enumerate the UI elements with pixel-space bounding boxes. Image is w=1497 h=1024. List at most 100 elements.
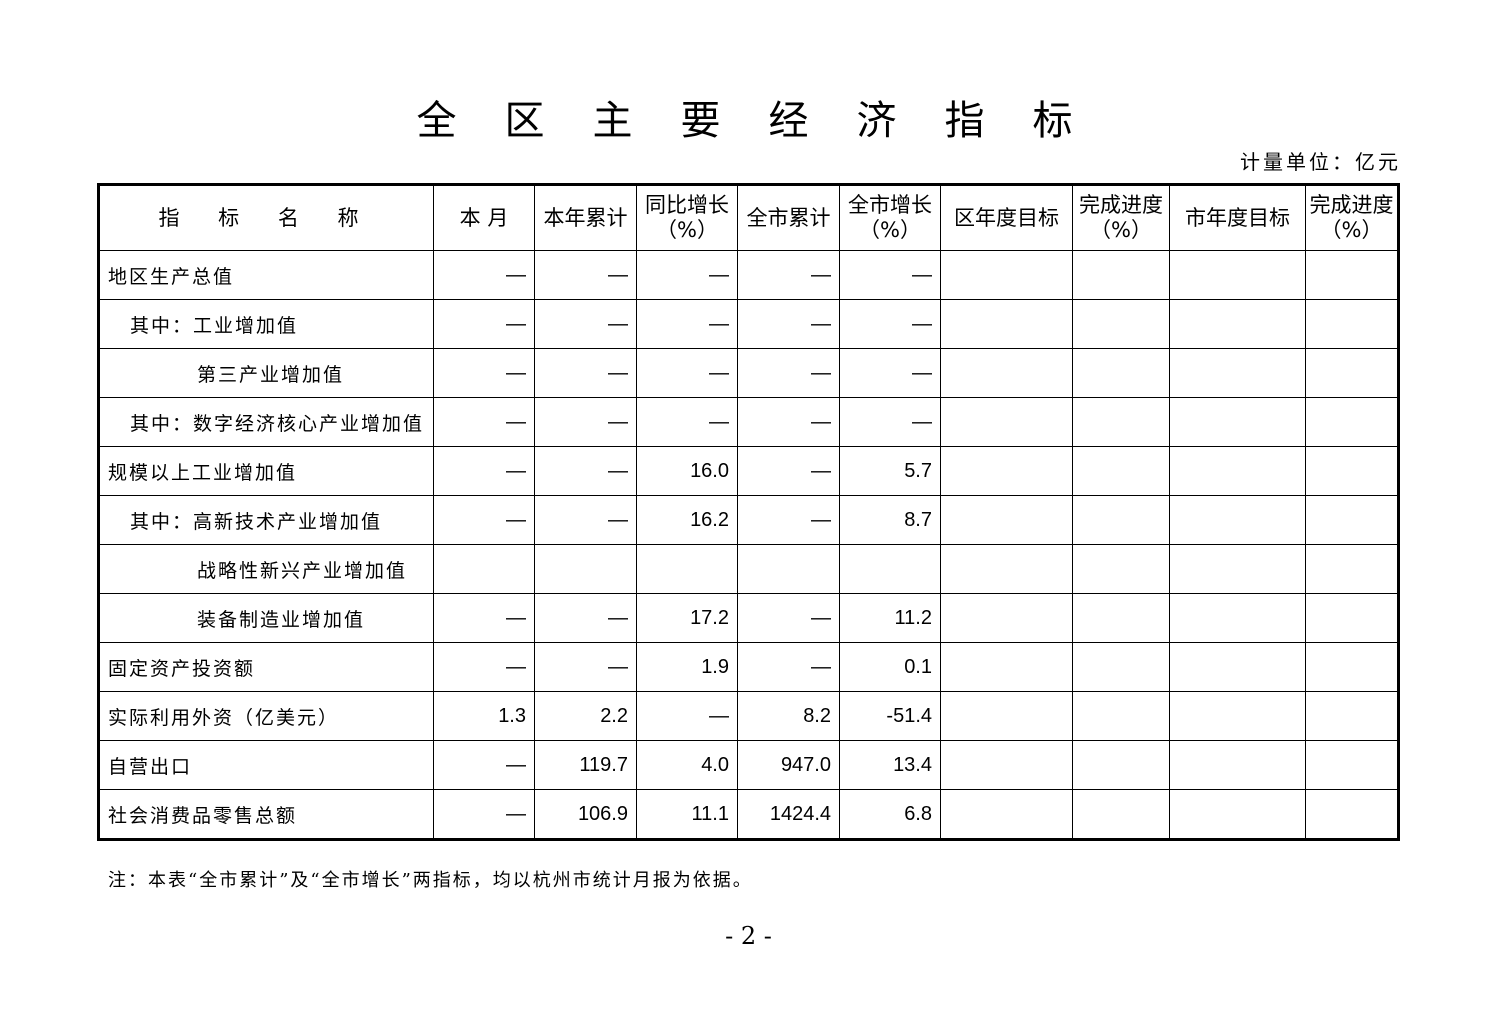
table-cell	[1305, 250, 1399, 300]
table-cell: —	[433, 299, 535, 349]
table-cell: —	[534, 299, 637, 349]
table-cell: 11.2	[839, 593, 941, 643]
column-header: 全市累计	[737, 184, 840, 251]
column-header: 完成进度（%）	[1305, 184, 1399, 251]
table-cell: 16.2	[636, 495, 738, 545]
table-cell: —	[636, 250, 738, 300]
table-cell: 0.1	[839, 642, 941, 692]
page-title: 全区主要经济指标	[416, 98, 1121, 144]
table-cell: 1.9	[636, 642, 738, 692]
table-cell: —	[636, 691, 738, 741]
indicator-name: 装备制造业增加值	[98, 593, 434, 643]
table-cell: —	[636, 299, 738, 349]
table-cell	[1169, 593, 1306, 643]
table-cell	[1305, 789, 1399, 840]
table-cell	[1169, 299, 1306, 349]
table-row: 其中：数字经济核心产业增加值 — — — — —	[98, 397, 1399, 447]
table-cell	[534, 544, 637, 594]
table-cell: 6.8	[839, 789, 941, 840]
table-cell: —	[839, 250, 941, 300]
table-cell	[1305, 593, 1399, 643]
table-cell	[1305, 740, 1399, 790]
table-cell	[1072, 789, 1170, 840]
table-cell: —	[636, 397, 738, 447]
table-cell	[1305, 691, 1399, 741]
table-cell: —	[839, 348, 941, 398]
table-cell: 17.2	[636, 593, 738, 643]
page-number: - 2 -	[725, 922, 772, 950]
table-cell	[940, 544, 1073, 594]
table-cell: 8.2	[737, 691, 840, 741]
table-cell: 5.7	[839, 446, 941, 496]
table-cell: 13.4	[839, 740, 941, 790]
table-cell	[839, 544, 941, 594]
header-row: 指 标 名 称本 月本年累计 同比增长（%） 全市累计 全市增长（%） 区年度目标 完成进…	[98, 184, 1399, 251]
table-cell: —	[433, 740, 535, 790]
table-row: 战略性新兴产业增加值	[98, 544, 1399, 594]
table-row: 实际利用外资（亿美元） 1.3 2.2—8.2 -51.4	[98, 691, 1399, 741]
column-header: 区年度目标	[940, 184, 1073, 251]
column-header: 全市增长（%）	[839, 184, 941, 251]
table-cell: —	[433, 789, 535, 840]
table-cell: 106.9	[534, 789, 637, 840]
table-cell: —	[737, 495, 840, 545]
table-cell	[940, 593, 1073, 643]
table-cell	[433, 544, 535, 594]
table-cell: —	[534, 593, 637, 643]
table-cell: —	[534, 348, 637, 398]
table-cell: —	[737, 250, 840, 300]
table-cell	[1169, 495, 1306, 545]
table-cell	[1072, 740, 1170, 790]
column-header: 本 月	[433, 184, 535, 251]
table-cell: —	[433, 397, 535, 447]
table-cell: -51.4	[839, 691, 941, 741]
table-cell	[1169, 691, 1306, 741]
table-cell	[940, 446, 1073, 496]
table-cell: —	[737, 348, 840, 398]
table-cell: 119.7	[534, 740, 637, 790]
table-row: 第三产业增加值 — — — — —	[98, 348, 1399, 398]
table-cell	[940, 789, 1073, 840]
table-cell: —	[839, 299, 941, 349]
table-cell: 1424.4	[737, 789, 840, 840]
table-row: 装备制造业增加值 — —17.2—11.2	[98, 593, 1399, 643]
indicator-name: 其中：数字经济核心产业增加值	[98, 397, 434, 447]
table-cell: —	[534, 446, 637, 496]
table-cell	[1072, 250, 1170, 300]
table-cell	[940, 740, 1073, 790]
table-row: 自营出口 —119.7 4.0 947.0 13.4	[98, 740, 1399, 790]
table-cell	[1072, 544, 1170, 594]
table-cell: —	[636, 348, 738, 398]
table-cell	[940, 642, 1073, 692]
table-cell	[940, 397, 1073, 447]
table-cell	[1305, 397, 1399, 447]
indicator-name: 地区生产总值	[98, 250, 434, 300]
indicator-name: 固定资产投资额	[98, 642, 434, 692]
table-cell	[940, 250, 1073, 300]
table-cell	[636, 544, 738, 594]
table-cell: 2.2	[534, 691, 637, 741]
indicator-name: 自营出口	[98, 740, 434, 790]
unit-label: 计量单位：亿元	[1240, 150, 1401, 174]
table-row: 其中：高新技术产业增加值 — —16.2—8.7	[98, 495, 1399, 545]
table-cell	[1169, 544, 1306, 594]
table-cell: —	[433, 495, 535, 545]
table-cell: —	[737, 642, 840, 692]
table-cell	[1305, 299, 1399, 349]
indicator-table: 指 标 名 称本 月本年累计 同比增长（%） 全市累计 全市增长（%） 区年度目标 完成进…	[97, 183, 1400, 841]
table-cell: —	[737, 397, 840, 447]
table-cell: —	[433, 593, 535, 643]
column-header: 同比增长（%）	[636, 184, 738, 251]
table-cell: —	[534, 397, 637, 447]
indicator-name: 第三产业增加值	[98, 348, 434, 398]
table-row: 地区生产总值 — — — — —	[98, 250, 1399, 300]
table-cell	[940, 299, 1073, 349]
table-cell	[1169, 642, 1306, 692]
table-cell: 11.1	[636, 789, 738, 840]
table-cell	[737, 544, 840, 594]
table-cell: 16.0	[636, 446, 738, 496]
table-cell	[1169, 250, 1306, 300]
table-cell: 1.3	[433, 691, 535, 741]
table-row: 固定资产投资额 — —1.9—0.1	[98, 642, 1399, 692]
